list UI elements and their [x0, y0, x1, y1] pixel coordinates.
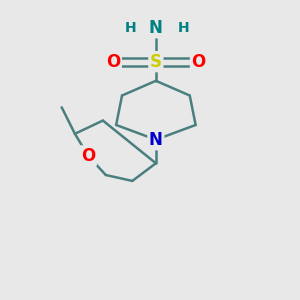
Text: O: O — [191, 53, 206, 71]
Text: O: O — [106, 53, 120, 71]
Text: N: N — [149, 131, 163, 149]
Text: O: O — [81, 147, 95, 165]
Text: H: H — [125, 21, 137, 35]
Text: S: S — [150, 53, 162, 71]
Text: H: H — [178, 21, 190, 35]
Text: N: N — [149, 19, 163, 37]
